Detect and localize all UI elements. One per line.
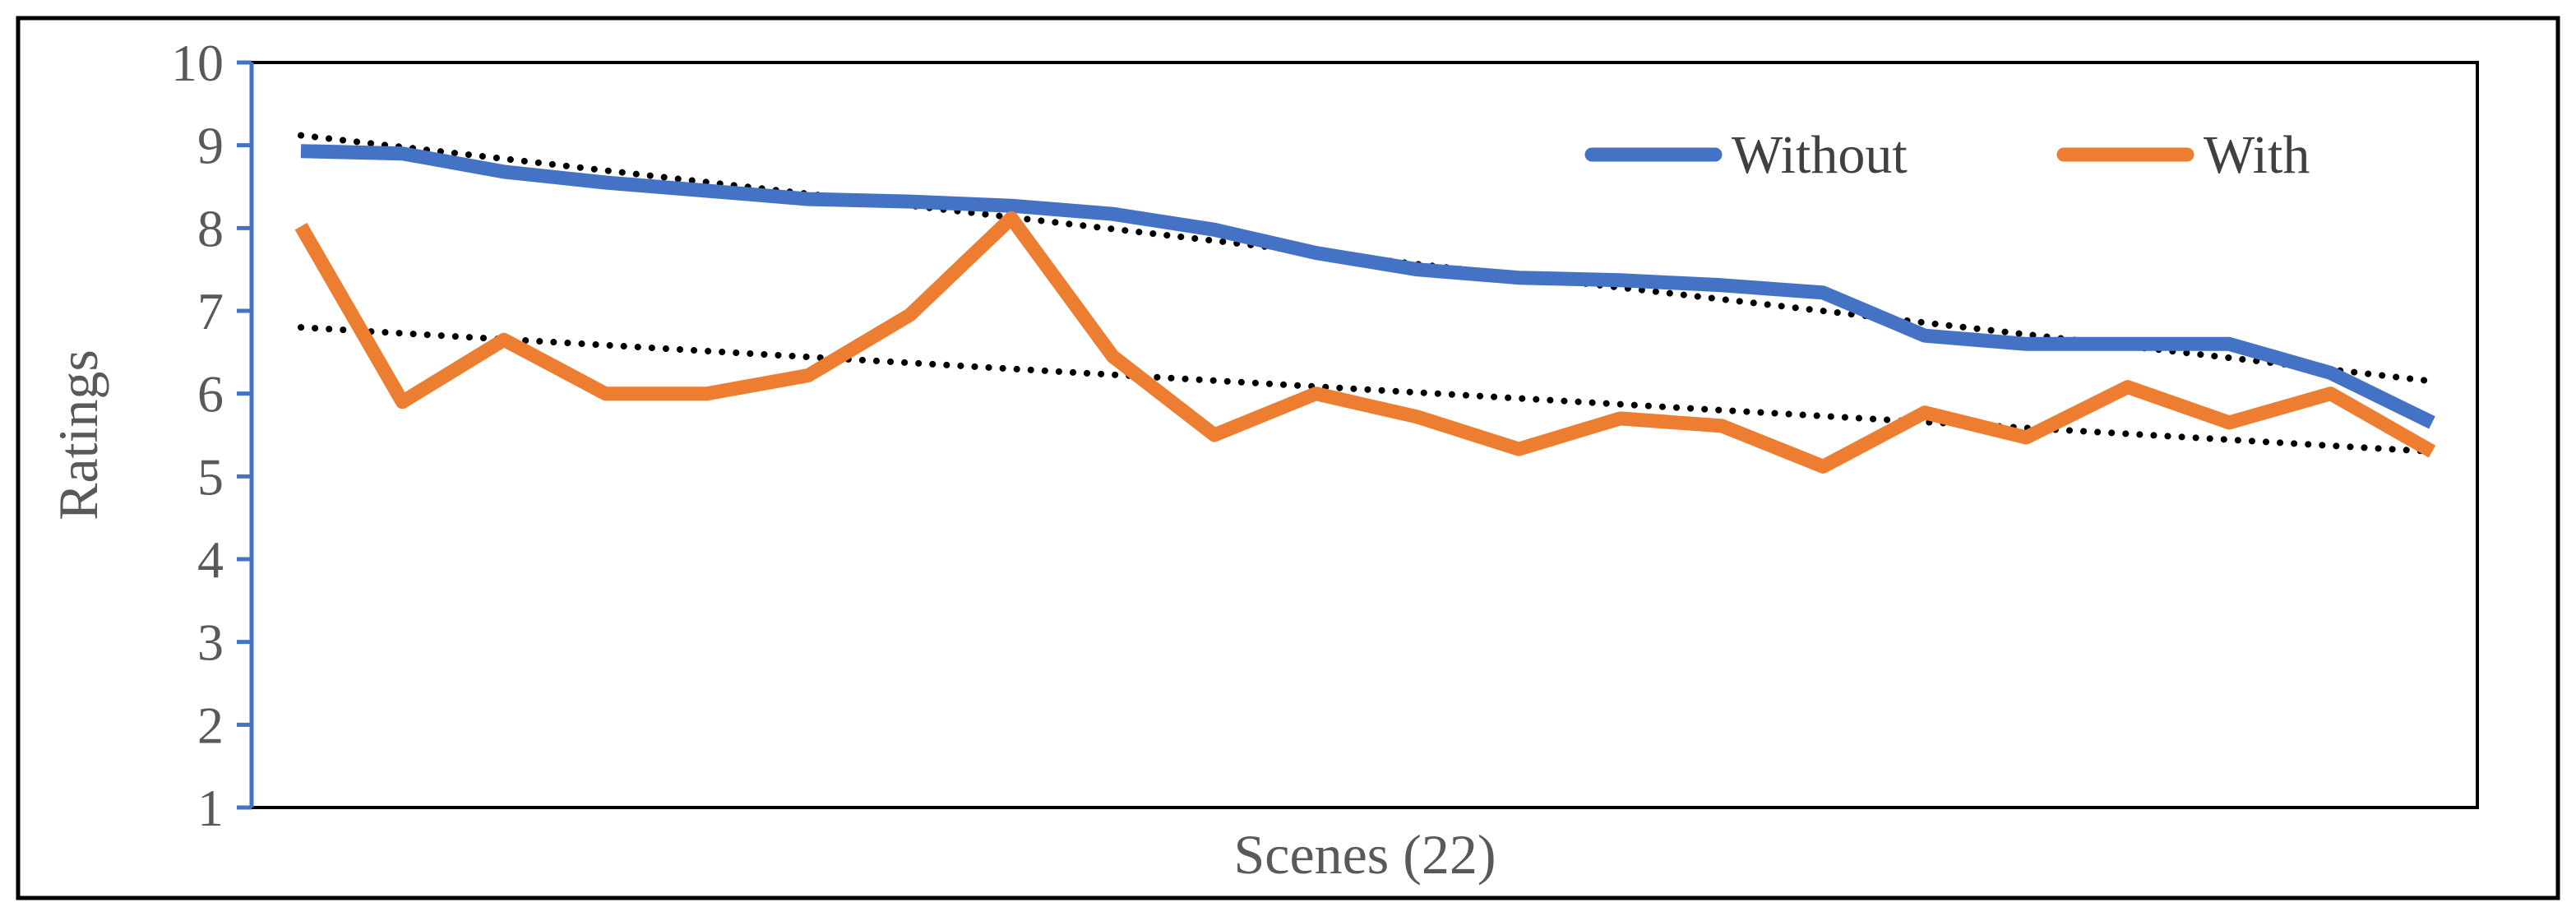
x-axis-title: Scenes (22) [1233, 823, 1496, 886]
y-tick-label: 3 [197, 613, 224, 672]
legend-label-with: With [2204, 125, 2310, 185]
trendline-with [298, 324, 2435, 456]
y-tick-label: 4 [197, 530, 224, 589]
series-lines [294, 144, 2436, 474]
legend: Without With [1584, 125, 2310, 185]
y-axis-ticks: 1 2 3 4 5 6 7 8 9 10 [171, 34, 252, 837]
legend-label-without: Without [1732, 125, 1908, 185]
series-line-with [294, 211, 2436, 474]
y-axis-title: Ratings [47, 349, 109, 521]
y-tick-label: 5 [197, 447, 224, 506]
y-tick-label: 10 [171, 34, 224, 92]
y-tick-label: 1 [197, 779, 224, 837]
y-tick-label: 8 [197, 199, 224, 257]
y-tick-label: 7 [197, 282, 224, 340]
y-tick-label: 9 [197, 117, 224, 175]
y-tick-label: 2 [197, 696, 224, 754]
series-line-without [300, 144, 2435, 429]
y-tick-label: 6 [197, 365, 224, 423]
